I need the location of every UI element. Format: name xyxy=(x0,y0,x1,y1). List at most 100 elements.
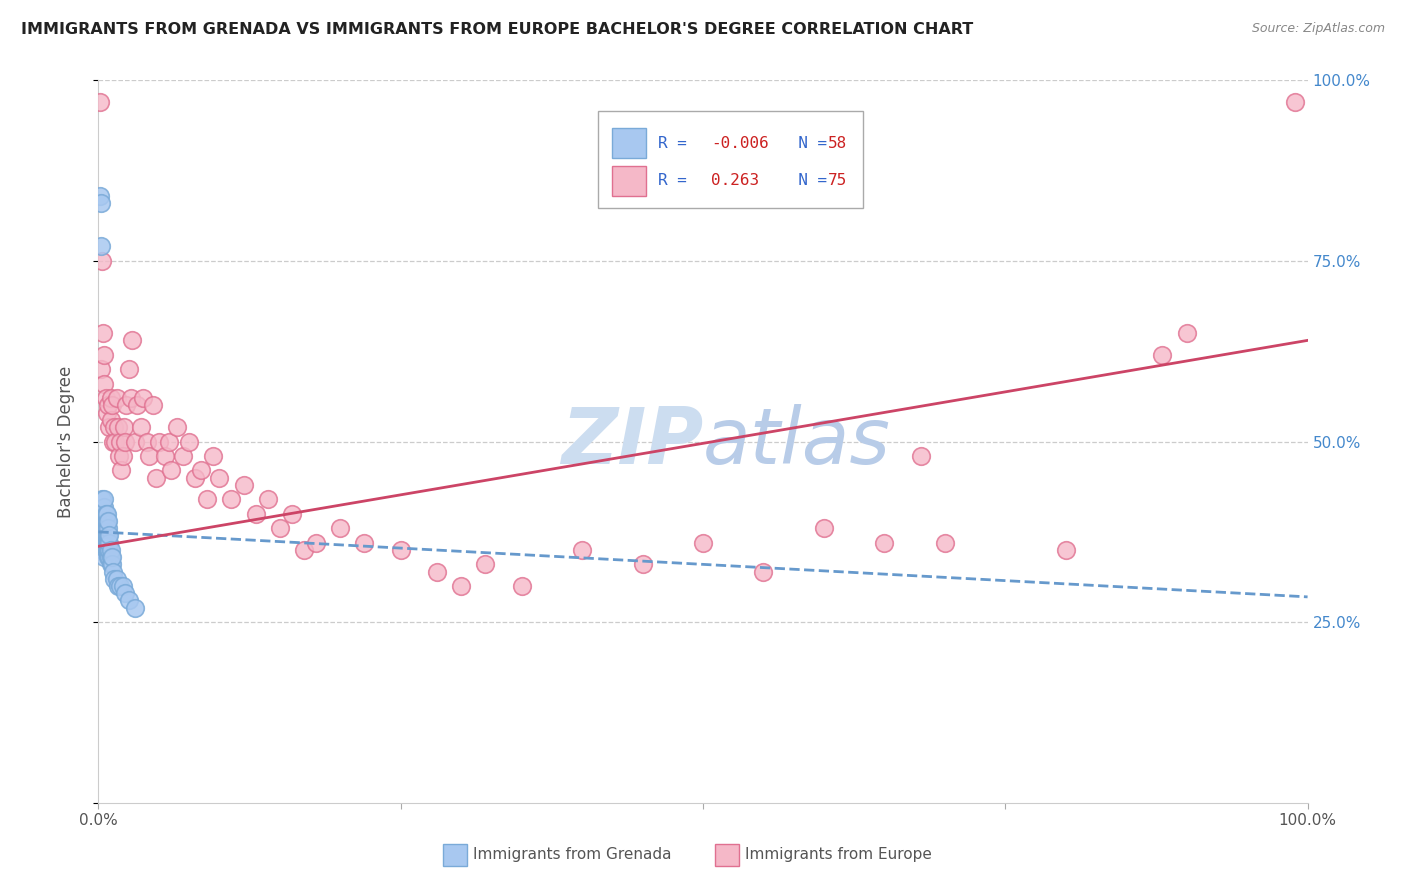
Y-axis label: Bachelor's Degree: Bachelor's Degree xyxy=(56,366,75,517)
Point xyxy=(221,492,243,507)
Point xyxy=(91,528,114,542)
Point xyxy=(873,535,896,549)
Text: ZIP: ZIP xyxy=(561,403,703,480)
Point xyxy=(100,413,122,427)
Point xyxy=(157,434,180,449)
Point xyxy=(329,521,352,535)
Point xyxy=(389,542,412,557)
Point xyxy=(752,565,775,579)
Point xyxy=(256,492,278,507)
Point xyxy=(96,535,118,549)
Point xyxy=(110,463,132,477)
Point xyxy=(1054,542,1077,557)
Point xyxy=(94,514,117,528)
Point xyxy=(127,398,149,412)
Point xyxy=(108,449,131,463)
Point xyxy=(121,334,143,348)
Point xyxy=(93,514,115,528)
Point xyxy=(96,406,118,420)
Point xyxy=(172,449,194,463)
Point xyxy=(1152,348,1174,362)
Point xyxy=(114,434,136,449)
Point xyxy=(112,420,135,434)
Point xyxy=(426,565,449,579)
Point xyxy=(510,579,533,593)
Point xyxy=(97,550,120,565)
Text: Immigrants from Europe: Immigrants from Europe xyxy=(745,847,932,863)
Point xyxy=(100,391,122,405)
Point xyxy=(160,463,183,477)
Point xyxy=(96,521,118,535)
Point xyxy=(91,507,114,521)
Point xyxy=(94,391,117,405)
Point xyxy=(98,420,121,434)
Bar xyxy=(716,844,740,865)
Text: N =: N = xyxy=(779,136,837,151)
Point xyxy=(91,514,114,528)
Point xyxy=(120,391,142,405)
Point xyxy=(910,449,932,463)
Point xyxy=(93,535,115,549)
Point xyxy=(96,514,118,528)
Point xyxy=(114,586,136,600)
Point xyxy=(111,579,134,593)
Point xyxy=(934,535,956,549)
Point xyxy=(124,600,146,615)
Point xyxy=(107,579,129,593)
Point xyxy=(353,535,375,549)
Point xyxy=(208,470,231,484)
Point xyxy=(97,398,120,412)
Point xyxy=(96,535,118,549)
Point xyxy=(103,420,125,434)
Text: R =: R = xyxy=(658,136,697,151)
Point xyxy=(94,542,117,557)
Point xyxy=(135,434,157,449)
Point xyxy=(98,550,121,565)
Point xyxy=(111,449,134,463)
Point xyxy=(1284,95,1306,109)
Point xyxy=(166,420,188,434)
Point xyxy=(97,521,120,535)
Point xyxy=(96,542,118,557)
Point xyxy=(190,463,212,477)
Point xyxy=(100,558,122,572)
Text: Immigrants from Grenada: Immigrants from Grenada xyxy=(474,847,672,863)
Point xyxy=(98,535,121,549)
Point xyxy=(138,449,160,463)
Point xyxy=(89,189,111,203)
Point xyxy=(97,528,120,542)
Point xyxy=(103,572,125,586)
Point xyxy=(93,550,115,565)
Point xyxy=(93,507,115,521)
Point xyxy=(631,558,654,572)
Point xyxy=(94,528,117,542)
Point xyxy=(107,420,129,434)
Bar xyxy=(613,128,647,158)
Point xyxy=(305,535,328,549)
Text: IMMIGRANTS FROM GRENADA VS IMMIGRANTS FROM EUROPE BACHELOR'S DEGREE CORRELATION : IMMIGRANTS FROM GRENADA VS IMMIGRANTS FR… xyxy=(21,22,973,37)
Point xyxy=(100,398,122,412)
Point xyxy=(179,434,201,449)
Point xyxy=(96,528,118,542)
Point xyxy=(450,579,472,593)
Point xyxy=(269,521,291,535)
Point xyxy=(245,507,267,521)
Point xyxy=(94,521,117,535)
Point xyxy=(105,572,128,586)
Point xyxy=(118,362,141,376)
Text: 0.263: 0.263 xyxy=(711,173,759,188)
Point xyxy=(195,492,218,507)
Point xyxy=(148,434,170,449)
Point xyxy=(153,449,176,463)
Point xyxy=(91,492,114,507)
Point xyxy=(91,521,114,535)
Point xyxy=(292,542,315,557)
Point xyxy=(90,239,112,253)
Point xyxy=(97,542,120,557)
Text: atlas: atlas xyxy=(703,403,891,480)
Point xyxy=(692,535,714,549)
Point xyxy=(91,507,114,521)
Point xyxy=(145,470,167,484)
Point xyxy=(281,507,304,521)
Point xyxy=(232,478,254,492)
